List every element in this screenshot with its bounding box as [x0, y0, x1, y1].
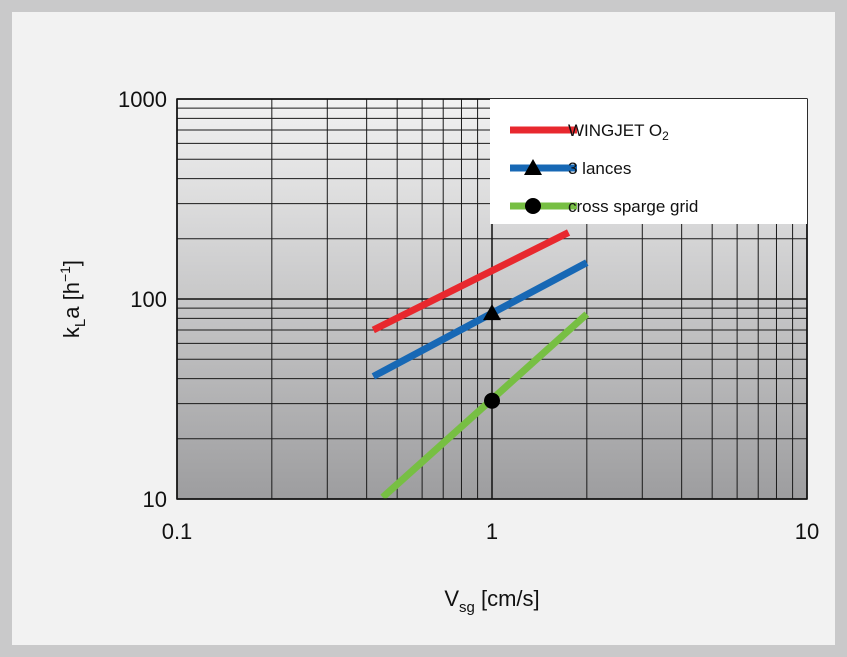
legend-label-1: 3 lances [568, 159, 631, 178]
y-tick-label: 100 [130, 287, 167, 312]
y-tick-labels: 10 100 1000 [118, 87, 167, 512]
y-tick-label: 10 [143, 487, 167, 512]
legend: WINGJET O2 3 lances cross sparge grid [490, 99, 807, 224]
legend-label-0: WINGJET O2 [568, 121, 669, 143]
x-tick-labels: 0.1 1 10 [162, 519, 820, 544]
series-markers [483, 304, 501, 409]
legend-marker-circle [525, 198, 541, 214]
y-axis-label: kLa [h−1] [57, 260, 89, 338]
series-lines [371, 229, 590, 500]
series-line-2 [380, 311, 590, 500]
legend-label-2: cross sparge grid [568, 197, 698, 216]
y-tick-label: 1000 [118, 87, 167, 112]
chart-frame: WINGJET O2 3 lances cross sparge grid 0.1 1… [12, 12, 835, 645]
series-line-1 [371, 259, 589, 380]
series-line-0 [371, 229, 571, 334]
x-tick-label: 10 [795, 519, 819, 544]
x-axis-label: Vsg [cm/s] [444, 586, 539, 616]
series-marker-circle [484, 392, 500, 409]
x-tick-label: 1 [486, 519, 498, 544]
x-tick-label: 0.1 [162, 519, 193, 544]
series-marker-triangle [483, 304, 501, 321]
kla-vs-vsg-chart: WINGJET O2 3 lances cross sparge grid 0.1 1… [57, 87, 820, 616]
legend-marker-triangle [524, 159, 542, 175]
